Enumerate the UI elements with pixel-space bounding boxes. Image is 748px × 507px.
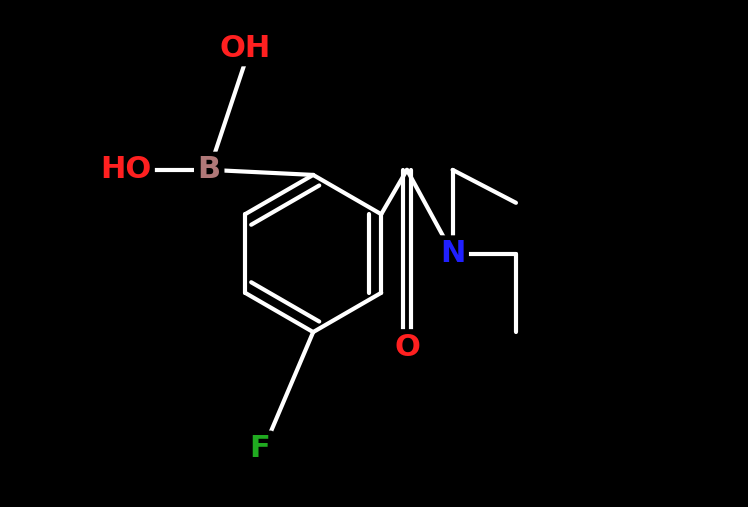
Text: N: N <box>440 239 465 268</box>
Text: OH: OH <box>219 33 270 63</box>
Text: B: B <box>197 155 221 185</box>
Text: O: O <box>394 333 420 362</box>
Text: HO: HO <box>100 155 151 185</box>
Text: F: F <box>250 434 270 463</box>
